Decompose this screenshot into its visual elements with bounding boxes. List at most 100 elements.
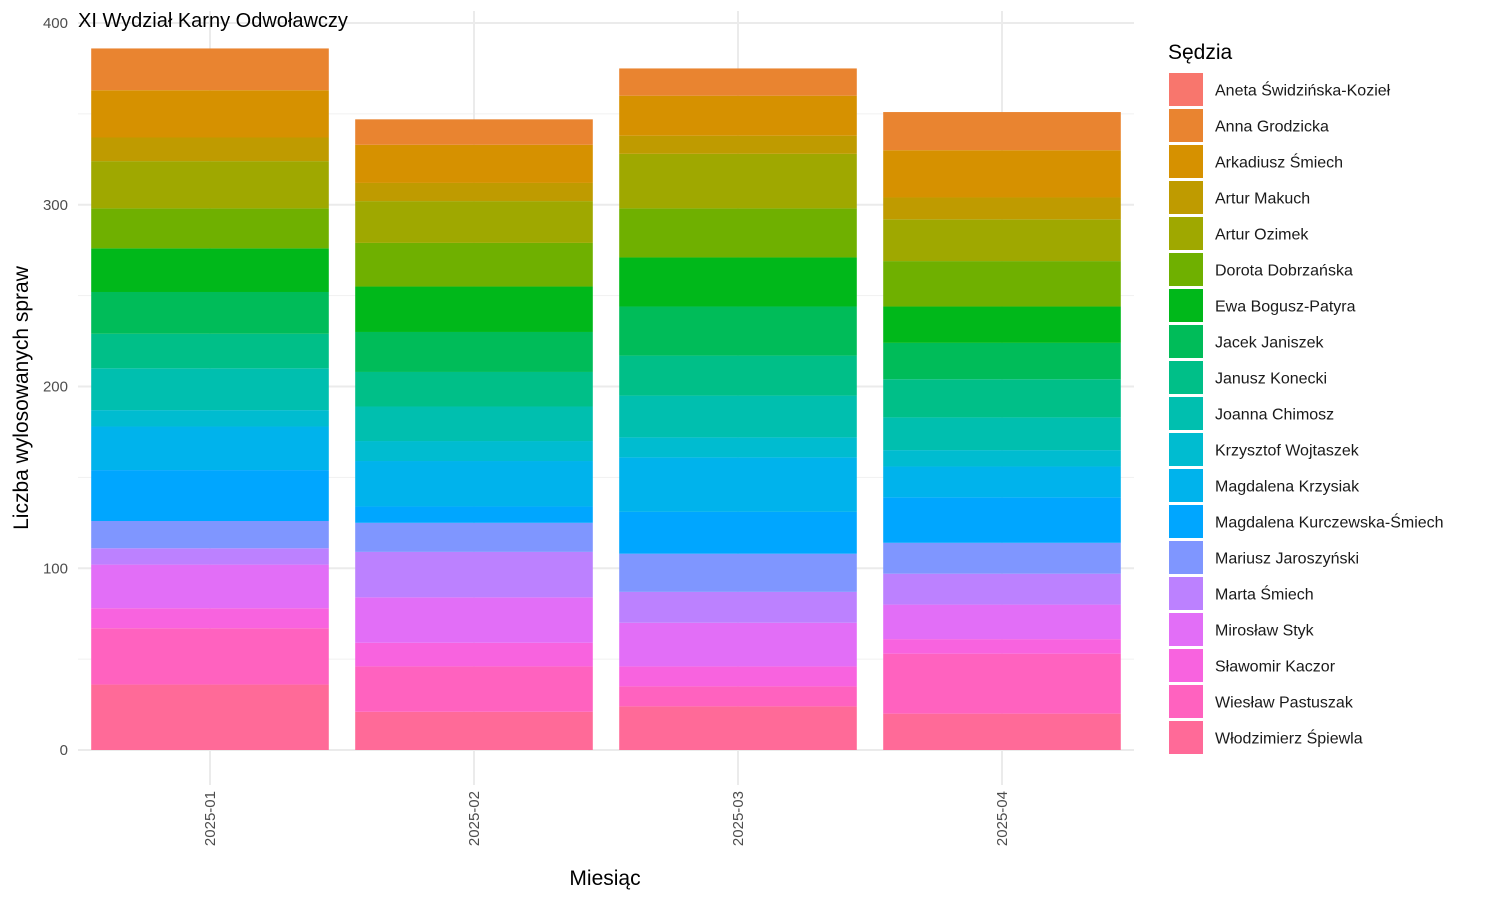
- legend-label: Magdalena Kurczewska-Śmiech: [1215, 513, 1444, 532]
- legend-key: [1169, 433, 1203, 466]
- x-tick-label: 2025-01: [202, 791, 219, 846]
- legend-key: [1169, 109, 1203, 142]
- y-axis-title: Liczba wylosowanych spraw: [10, 265, 33, 530]
- legend-label: Krzysztof Wojtaszek: [1215, 443, 1360, 460]
- bar-segment: [883, 542, 1121, 574]
- bar-segment: [619, 666, 857, 687]
- bar-segment: [883, 573, 1121, 605]
- x-axis-title: Miesiąc: [569, 867, 640, 890]
- legend-label: Sławomir Kaczor: [1215, 659, 1336, 676]
- bar-segment: [91, 628, 329, 685]
- bar-segment: [883, 306, 1121, 343]
- legend-label: Magdalena Krzysiak: [1215, 479, 1360, 496]
- legend-key: [1169, 145, 1203, 178]
- legend-label: Dorota Dobrzańska: [1215, 263, 1353, 280]
- bar-segment: [355, 551, 593, 598]
- x-tick-label: 2025-04: [994, 791, 1011, 846]
- bar-segment: [355, 522, 593, 552]
- bars: [91, 48, 1121, 750]
- y-tick-label: 300: [43, 197, 68, 214]
- bar-segment: [355, 642, 593, 667]
- bar-segment: [91, 291, 329, 334]
- bar-segment: [355, 711, 593, 750]
- legend-label: Ewa Bogusz-Patyra: [1215, 299, 1356, 316]
- bar-segment: [355, 597, 593, 643]
- legend-key: [1169, 469, 1203, 502]
- legend-label: Jacek Janiszek: [1215, 335, 1324, 352]
- legend-label: Aneta Świdzińska-Kozieł: [1215, 81, 1391, 100]
- bar-segment: [91, 161, 329, 209]
- y-tick-label: 400: [43, 15, 68, 32]
- bar-segment: [355, 506, 593, 523]
- legend-key: [1169, 541, 1203, 574]
- bar-segment: [619, 553, 857, 592]
- bar-segment: [91, 137, 329, 162]
- legend-key: [1169, 505, 1203, 538]
- legend-label: Anna Grodzicka: [1215, 119, 1329, 136]
- y-tick-label: 100: [43, 560, 68, 577]
- bar-segment: [355, 119, 593, 145]
- bar-segment: [883, 497, 1121, 543]
- bar-segment: [91, 684, 329, 750]
- bar-segment: [883, 112, 1121, 151]
- bar-segment: [355, 666, 593, 712]
- bar-segment: [91, 548, 329, 565]
- bar-segment: [619, 306, 857, 356]
- legend-label: Joanna Chimosz: [1215, 407, 1334, 424]
- bar-segment: [355, 182, 593, 202]
- legend-key: [1169, 685, 1203, 718]
- legend-key: [1169, 253, 1203, 286]
- bar-segment: [91, 410, 329, 427]
- bar-segment: [91, 470, 329, 521]
- y-axis: 0 100 200 300 400: [43, 15, 68, 759]
- bar-segment: [883, 342, 1121, 380]
- bar-segment: [91, 368, 329, 411]
- legend-label: Artur Makuch: [1215, 191, 1310, 208]
- bar-segment: [619, 457, 857, 512]
- bar-segment: [91, 426, 329, 471]
- bar-segment: [91, 333, 329, 369]
- bar-segment: [355, 406, 593, 442]
- legend-label: Wiesław Pastuszak: [1215, 695, 1354, 712]
- legend-key: [1169, 577, 1203, 610]
- bar-segment: [619, 153, 857, 209]
- legend-label: Janusz Konecki: [1215, 371, 1327, 388]
- legend-label: Mariusz Jaroszyński: [1215, 551, 1359, 568]
- bar-segment: [91, 208, 329, 249]
- bar-segment: [619, 706, 857, 750]
- bar-segment: [619, 68, 857, 96]
- bar-segment: [91, 608, 329, 629]
- legend-key: [1169, 217, 1203, 250]
- bar-segment: [883, 466, 1121, 498]
- bar-segment: [619, 395, 857, 438]
- bar-segment: [91, 90, 329, 138]
- legend-key: [1169, 325, 1203, 358]
- legend-key: [1169, 397, 1203, 430]
- bar-segment: [883, 379, 1121, 418]
- legend-key: [1169, 361, 1203, 394]
- legend-label: Włodzimierz Śpiewla: [1215, 729, 1363, 748]
- legend-key: [1169, 289, 1203, 322]
- bar-segment: [883, 639, 1121, 654]
- bar-segment: [619, 511, 857, 554]
- bar-segment: [883, 261, 1121, 307]
- legend-key: [1169, 649, 1203, 682]
- bar-segment: [883, 197, 1121, 220]
- y-tick-label: 0: [60, 742, 68, 759]
- bar-segment: [883, 417, 1121, 451]
- legend-key: [1169, 721, 1203, 754]
- bar-segment: [355, 461, 593, 507]
- bar-segment: [355, 144, 593, 183]
- x-tick-label: 2025-02: [466, 791, 483, 846]
- bar-segment: [355, 286, 593, 332]
- bar-segment: [91, 248, 329, 292]
- legend-key: [1169, 181, 1203, 214]
- legend-label: Artur Ozimek: [1215, 227, 1309, 244]
- chart-title: XI Wydział Karny Odwoławczy: [78, 10, 348, 32]
- bar-segment: [91, 520, 329, 549]
- bar-segment: [619, 686, 857, 707]
- bar-segment: [619, 437, 857, 458]
- bar-segment: [619, 257, 857, 307]
- bar-segment: [355, 201, 593, 243]
